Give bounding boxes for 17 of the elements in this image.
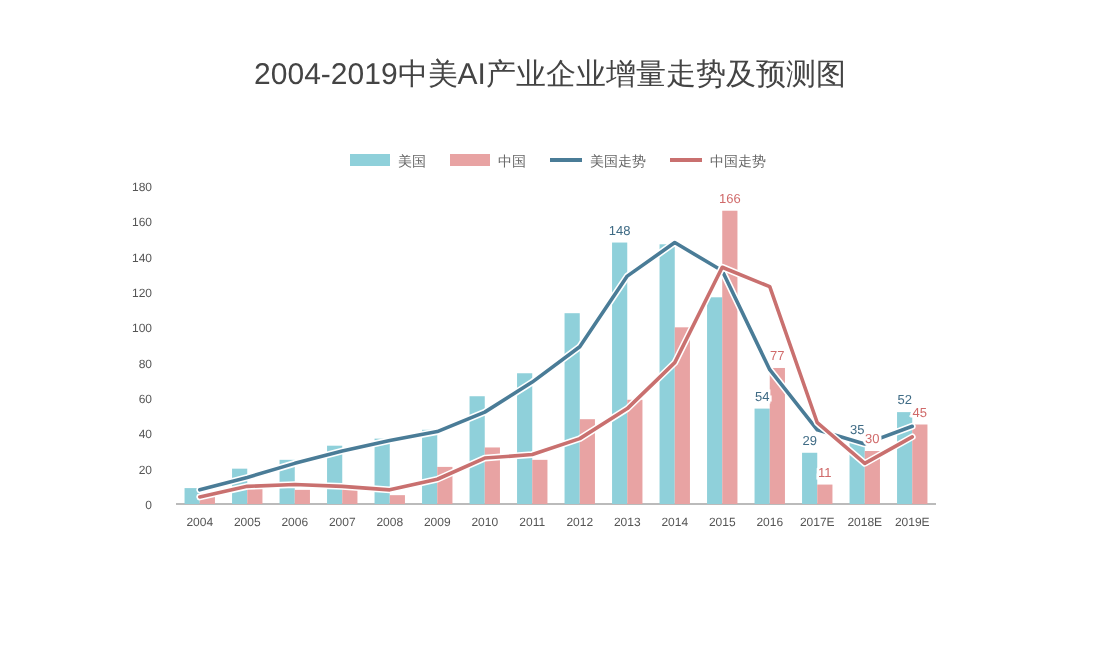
bar xyxy=(912,424,928,504)
bar xyxy=(769,367,785,504)
bar xyxy=(754,408,770,504)
bar xyxy=(564,313,580,504)
bar xyxy=(579,419,595,504)
bar xyxy=(294,489,310,504)
bar xyxy=(707,297,723,504)
bar xyxy=(817,484,833,504)
bar xyxy=(532,459,548,504)
chart-title: 2004-2019中美AI产业企业增量走势及预测图 xyxy=(254,58,846,92)
bar xyxy=(674,327,690,504)
bar xyxy=(627,399,643,504)
bar xyxy=(659,244,675,504)
bar xyxy=(612,242,628,504)
bar xyxy=(722,210,738,504)
bar xyxy=(389,495,405,504)
bar xyxy=(802,452,818,504)
